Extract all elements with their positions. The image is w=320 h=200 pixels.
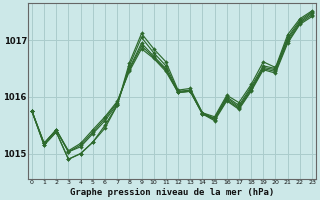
X-axis label: Graphe pression niveau de la mer (hPa): Graphe pression niveau de la mer (hPa) bbox=[70, 188, 274, 197]
